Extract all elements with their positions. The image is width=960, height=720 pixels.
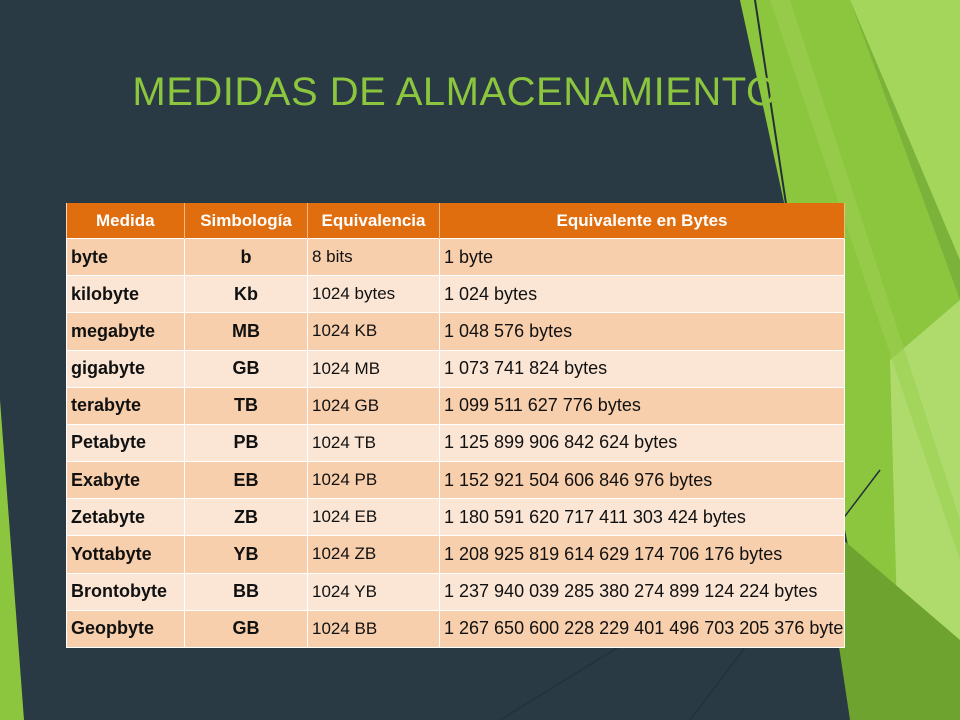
cell-simbolo: TB [184, 386, 308, 425]
cell-bytes: 1 267 650 600 228 229 401 496 703 205 37… [439, 609, 845, 649]
table-row: Exabyte EB 1024 PB 1 152 921 504 606 846… [66, 461, 845, 500]
cell-simbolo: GB [184, 349, 308, 388]
storage-table-container: Medida Simbología Equivalencia Equivalen… [66, 203, 845, 649]
cell-equivalencia: 1024 TB [307, 423, 440, 463]
cell-simbolo: BB [184, 572, 308, 611]
cell-simbolo: b [184, 237, 308, 277]
cell-medida: megabyte [66, 312, 185, 351]
header-medida: Medida [66, 203, 185, 239]
cell-medida: Yottabyte [66, 535, 185, 574]
cell-equivalencia: 1024 YB [307, 572, 440, 611]
table-row: Geopbyte GB 1024 BB 1 267 650 600 228 22… [66, 609, 845, 649]
slide-title: MEDIDAS DE ALMACENAMIENTO [132, 70, 778, 114]
cell-medida: Exabyte [66, 461, 185, 500]
cell-simbolo: PB [184, 423, 308, 463]
header-simbologia: Simbología [184, 203, 308, 239]
cell-bytes: 1 152 921 504 606 846 976 bytes [439, 461, 845, 500]
cell-bytes: 1 073 741 824 bytes [439, 349, 845, 388]
cell-simbolo: MB [184, 312, 308, 351]
cell-equivalencia: 1024 MB [307, 349, 440, 388]
header-row: Medida Simbología Equivalencia Equivalen… [66, 203, 845, 239]
cell-equivalencia: 1024 GB [307, 386, 440, 425]
table-header: Medida Simbología Equivalencia Equivalen… [66, 203, 845, 239]
cell-equivalencia: 1024 EB [307, 498, 440, 537]
table-body: byte b 8 bits 1 byte kilobyte Kb 1024 by… [66, 237, 845, 649]
cell-medida: terabyte [66, 386, 185, 425]
cell-equivalencia: 8 bits [307, 237, 440, 277]
cell-bytes: 1 byte [439, 237, 845, 277]
table-row: gigabyte GB 1024 MB 1 073 741 824 bytes [66, 349, 845, 388]
storage-table: Medida Simbología Equivalencia Equivalen… [66, 203, 845, 649]
cell-equivalencia: 1024 KB [307, 312, 440, 351]
green-facet-3 [850, 0, 960, 260]
cell-bytes: 1 024 bytes [439, 275, 845, 314]
green-facet-left [0, 400, 24, 720]
cell-simbolo: GB [184, 609, 308, 649]
cell-simbolo: ZB [184, 498, 308, 537]
cell-equivalencia: 1024 bytes [307, 275, 440, 314]
cell-equivalencia: 1024 BB [307, 609, 440, 649]
cell-bytes: 1 125 899 906 842 624 bytes [439, 423, 845, 463]
table-row: Brontobyte BB 1024 YB 1 237 940 039 285 … [66, 572, 845, 611]
table-row: Zetabyte ZB 1024 EB 1 180 591 620 717 41… [66, 498, 845, 537]
cell-simbolo: EB [184, 461, 308, 500]
cell-bytes: 1 237 940 039 285 380 274 899 124 224 by… [439, 572, 845, 611]
cell-equivalencia: 1024 PB [307, 461, 440, 500]
table-row: byte b 8 bits 1 byte [66, 237, 845, 277]
cell-bytes: 1 208 925 819 614 629 174 706 176 bytes [439, 535, 845, 574]
cell-equivalencia: 1024 ZB [307, 535, 440, 574]
table-row: Yottabyte YB 1024 ZB 1 208 925 819 614 6… [66, 535, 845, 574]
table-row: Petabyte PB 1024 TB 1 125 899 906 842 62… [66, 423, 845, 463]
green-facet-5 [820, 520, 960, 720]
cell-medida: byte [66, 237, 185, 277]
cell-medida: kilobyte [66, 275, 185, 314]
cell-medida: Zetabyte [66, 498, 185, 537]
cell-medida: Brontobyte [66, 572, 185, 611]
header-equivalente-bytes: Equivalente en Bytes [439, 203, 845, 239]
cell-bytes: 1 180 591 620 717 411 303 424 bytes [439, 498, 845, 537]
cell-bytes: 1 048 576 bytes [439, 312, 845, 351]
cell-simbolo: YB [184, 535, 308, 574]
green-facet-6 [770, 0, 960, 560]
cell-bytes: 1 099 511 627 776 bytes [439, 386, 845, 425]
table-row: megabyte MB 1024 KB 1 048 576 bytes [66, 312, 845, 351]
header-equivalencia: Equivalencia [307, 203, 440, 239]
table-row: kilobyte Kb 1024 bytes 1 024 bytes [66, 275, 845, 314]
cell-medida: gigabyte [66, 349, 185, 388]
cell-medida: Geopbyte [66, 609, 185, 649]
cell-simbolo: Kb [184, 275, 308, 314]
table-row: terabyte TB 1024 GB 1 099 511 627 776 by… [66, 386, 845, 425]
dark-line-1 [754, 0, 791, 231]
cell-medida: Petabyte [66, 423, 185, 463]
